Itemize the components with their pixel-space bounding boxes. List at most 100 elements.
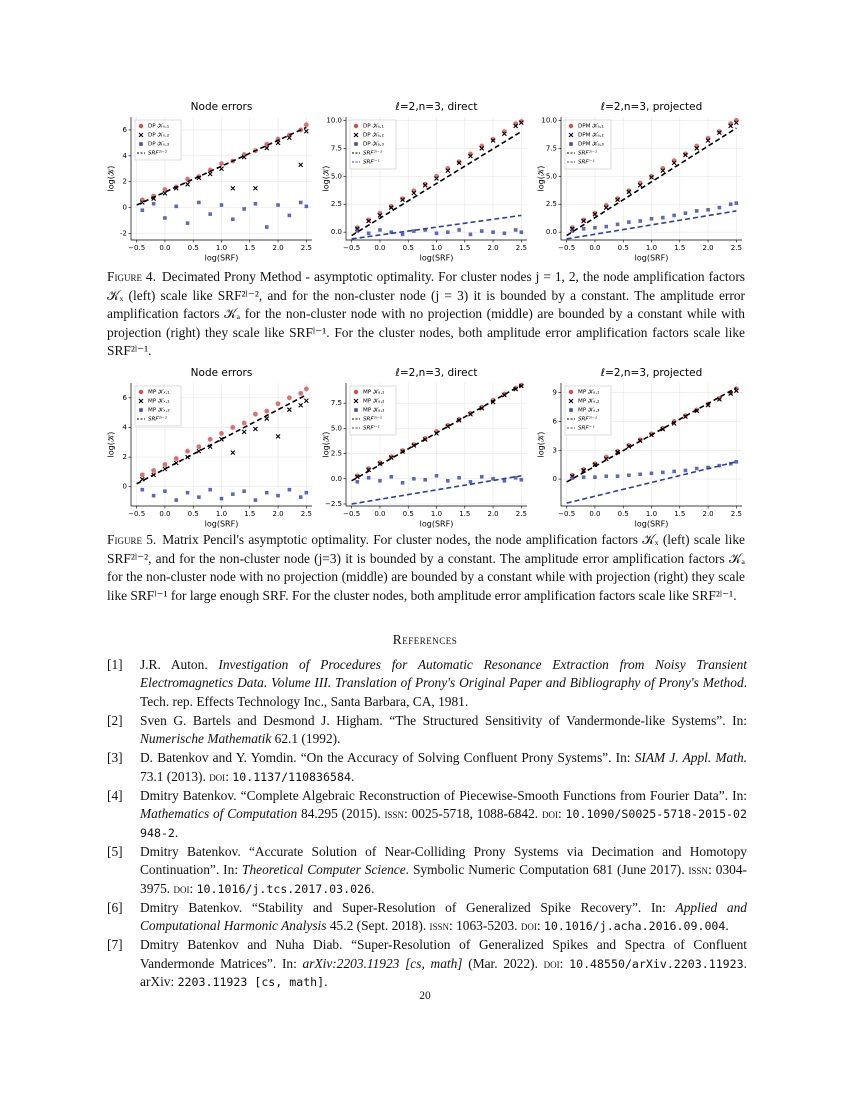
legend-swatch <box>353 123 359 129</box>
point <box>694 408 700 414</box>
reference-text: doi <box>173 880 190 896</box>
point <box>185 490 190 495</box>
caption-label: Figure 5. <box>107 532 157 547</box>
point <box>706 465 710 470</box>
point <box>518 383 524 389</box>
point <box>286 135 292 141</box>
point <box>207 436 213 442</box>
legend-swatch <box>568 398 574 404</box>
data-layer <box>566 117 739 240</box>
y-tick-label: 7.5 <box>546 144 557 152</box>
point <box>434 231 439 236</box>
reference-number: [3] <box>107 750 123 766</box>
x-tick-label: 1.5 <box>244 244 255 252</box>
point <box>457 228 461 232</box>
point <box>174 204 179 209</box>
references-heading: References <box>392 632 458 647</box>
x-tick-label: 2.5 <box>516 244 527 252</box>
point <box>355 480 360 484</box>
point <box>716 130 722 136</box>
x-tick-label: 2.0 <box>272 244 283 252</box>
point <box>286 407 292 413</box>
point <box>581 227 586 231</box>
point <box>412 229 416 233</box>
point <box>518 119 524 124</box>
chart: Node errors −0.5 0.0 0.5 1.0 1.5 2.0 2.5 0 2 4 6 log… <box>107 367 312 529</box>
x-tick-label: 2.5 <box>301 510 312 518</box>
point <box>694 466 699 471</box>
axes <box>130 383 312 507</box>
point <box>174 498 179 502</box>
y-tick-label: 0.0 <box>331 475 342 483</box>
chart: ℓ=2,n=3, direct −0.5 0.0 0.5 1.0 1.5 2.0 2.5 −2.… <box>322 367 527 529</box>
chart: ℓ=2,n=3, direct−0.5 0.0 0.5 1.0 1.5 2.0 2.50.0… <box>322 101 527 263</box>
point <box>185 181 190 187</box>
trend-line <box>566 127 737 237</box>
x-axis-label: log(SRF) <box>635 254 669 263</box>
axes <box>345 383 527 507</box>
reference-text: . Symbolic Numeric Computation 681 (June… <box>405 862 689 878</box>
point <box>683 211 688 215</box>
y-tick-label: 7.5 <box>331 144 342 152</box>
chart: ℓ=2,n=3, projected−0.5 0.0 0.5 1.0 1.5 2.0 2.5… <box>537 101 742 263</box>
legend-label: DP 𝒦ₓ,₃ <box>148 142 169 148</box>
point <box>219 430 224 436</box>
point <box>706 208 710 212</box>
y-axis-label: log(𝒦) <box>322 432 331 458</box>
y-tick-label: 2.5 <box>546 200 557 208</box>
legend-swatch <box>569 142 573 146</box>
x-tick-label: 2.5 <box>731 244 742 252</box>
point <box>208 487 212 492</box>
point <box>615 474 620 479</box>
chart: Node errors −0.5 0.0 0.5 1.0 1.5 2.0 2.5 -2 0 2 4 6 l… <box>107 101 312 263</box>
y-axis-label: log(𝒦) <box>322 166 331 192</box>
point <box>275 433 281 439</box>
reference-text: issn <box>384 806 405 822</box>
point <box>445 422 451 428</box>
x-axis-label: log(SRF) <box>420 520 454 529</box>
trend-line <box>566 387 737 483</box>
legend-swatch <box>139 408 143 412</box>
x-axis-label: log(SRF) <box>635 520 669 529</box>
legend-label: SRF²ˡ⁻¹ <box>578 150 597 157</box>
point <box>581 217 587 223</box>
point <box>593 475 597 479</box>
legend-label: MP 𝒦ₐ,₂ <box>578 399 599 405</box>
point <box>502 478 507 483</box>
reference: [3] D. Batenkov and Y. Yomdin. “On the Ac… <box>107 749 747 786</box>
point <box>412 476 416 481</box>
point <box>253 411 258 417</box>
legend-label: SRFˡ⁻¹ <box>578 425 595 432</box>
reference: [4] Dmitry Batenkov. “Complete Algebraic … <box>107 787 747 842</box>
point <box>456 160 462 166</box>
reference-text: : 1063-5203. <box>449 918 521 934</box>
legend-label: DPM 𝒦ₐ,₃ <box>578 142 604 148</box>
point <box>491 230 495 234</box>
reference-number: [4] <box>107 788 123 804</box>
point <box>196 444 202 450</box>
reference-text: Numerische Mathematik <box>140 731 272 747</box>
reference-text: Investigation of Procedures for Automati… <box>140 657 747 691</box>
point <box>434 473 439 478</box>
y-tick-label: 0.0 <box>331 228 342 236</box>
point <box>366 466 372 472</box>
legend-label: DP 𝒦ₓ,₂ <box>148 133 169 139</box>
point <box>604 474 609 479</box>
legend-label: MP 𝒦ₓ,₂ <box>148 399 170 405</box>
legend-label: MP 𝒦ₓ,₁ <box>148 390 170 396</box>
point <box>683 151 688 157</box>
point <box>400 232 405 237</box>
point <box>502 231 507 236</box>
point <box>661 215 665 220</box>
x-tick-label: 0.5 <box>618 510 629 518</box>
x-tick-label: 0.0 <box>374 244 385 252</box>
chart: ℓ=2,n=3, projected−0.5 0.0 0.5 1.0 1.5 2.0 2.5… <box>537 367 742 529</box>
legend-label: DP 𝒦ₐ,₃ <box>363 142 384 148</box>
trend-line <box>351 474 522 505</box>
reference-text: : <box>557 806 566 822</box>
point <box>672 213 676 218</box>
point <box>185 448 190 454</box>
point <box>626 444 632 449</box>
point <box>615 197 620 203</box>
